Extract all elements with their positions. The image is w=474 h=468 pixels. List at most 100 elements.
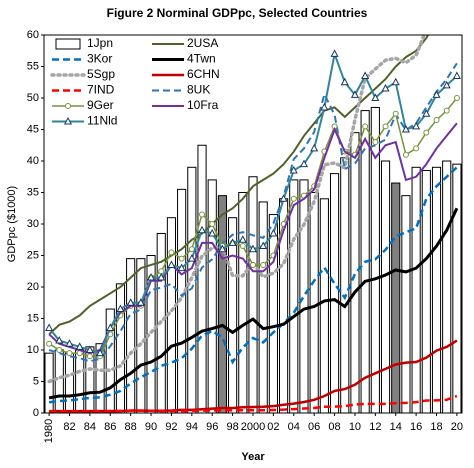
marker	[147, 272, 156, 281]
marker	[442, 80, 451, 89]
marker	[402, 151, 409, 158]
legend-label: 8UK	[187, 83, 210, 97]
x-tick-label: 20	[451, 421, 463, 433]
x-tick-label: 98	[226, 421, 238, 433]
bar	[268, 214, 278, 413]
x-tick-label: 04	[288, 421, 300, 433]
bar	[197, 144, 207, 413]
marker	[371, 93, 380, 101]
bar	[64, 352, 75, 413]
marker	[443, 107, 450, 114]
marker	[45, 323, 54, 331]
bar	[391, 182, 401, 413]
bar	[258, 201, 268, 413]
marker	[340, 77, 349, 86]
legend-label: 9Ger	[87, 98, 114, 112]
marker	[289, 165, 298, 174]
bar	[54, 349, 64, 413]
legend-label: 2USA	[187, 36, 218, 50]
x-tick-label: 1980	[43, 419, 55, 443]
marker	[412, 121, 421, 130]
marker	[55, 335, 64, 344]
marker	[372, 139, 379, 146]
marker	[46, 340, 53, 347]
marker	[199, 211, 206, 218]
marker	[413, 145, 420, 152]
marker	[401, 124, 410, 133]
x-tick-label: 88	[125, 421, 137, 433]
plot-area	[44, 35, 462, 413]
bar	[115, 283, 126, 413]
x-tick-label: 84	[84, 421, 96, 433]
marker	[259, 241, 268, 250]
legend-label: 7IND	[87, 83, 115, 97]
bar	[442, 160, 452, 413]
x-tick-label: 02	[267, 421, 279, 433]
marker	[106, 323, 115, 331]
marker	[116, 304, 125, 313]
marker	[453, 95, 460, 101]
marker	[423, 129, 430, 136]
y-axis-label: GDPpc ($1000)	[6, 186, 18, 262]
x-tick-label: 82	[63, 421, 75, 433]
line-series	[48, 35, 430, 336]
legend-label: 3Kor	[87, 52, 112, 66]
marker	[168, 249, 175, 256]
marker	[361, 71, 370, 79]
bar	[309, 192, 319, 413]
bar	[421, 169, 431, 413]
x-tick-label: 14	[390, 421, 402, 433]
y-tick-label: 55	[27, 60, 39, 72]
chart-title: Figure 2 Norminal GDPpc, Selected Countr…	[107, 6, 368, 20]
x-tick-label: 90	[145, 421, 157, 433]
y-tick-label: 30	[27, 218, 39, 230]
x-tick-label: 92	[165, 421, 177, 433]
bar	[319, 198, 329, 413]
marker	[433, 117, 440, 124]
bar	[187, 166, 197, 413]
bar	[228, 217, 238, 413]
x-tick-label: 2000	[241, 421, 265, 433]
legend-box	[47, 35, 241, 131]
y-tick-label: 60	[27, 29, 39, 41]
marker	[422, 109, 431, 117]
legend-label: 4Twn	[187, 52, 216, 66]
x-tick-label: 06	[308, 421, 320, 433]
legend-label: 10Fra	[187, 98, 219, 112]
marker	[238, 235, 247, 243]
marker	[167, 260, 176, 268]
legend-marker	[65, 103, 71, 109]
bar	[146, 255, 156, 413]
x-tick-label: 16	[410, 421, 422, 433]
marker	[350, 90, 359, 98]
bar	[411, 166, 421, 413]
marker	[391, 77, 400, 86]
marker	[310, 143, 319, 152]
marker	[209, 221, 216, 227]
bar	[217, 195, 227, 413]
legend-label: 11Nld	[87, 114, 117, 128]
y-tick-label: 5	[33, 375, 39, 387]
marker	[452, 71, 461, 79]
marker	[65, 339, 74, 347]
legend-swatch	[55, 38, 81, 50]
marker	[299, 159, 309, 168]
marker	[136, 298, 145, 306]
line-series	[48, 207, 459, 400]
y-tick-label: 15	[27, 312, 39, 324]
legend-marker	[63, 116, 73, 125]
marker	[248, 244, 258, 253]
bar	[299, 179, 309, 413]
x-tick-label: 96	[206, 421, 218, 433]
y-tick-label: 35	[27, 186, 39, 198]
marker	[157, 272, 166, 281]
y-tick-label: 40	[27, 155, 39, 167]
y-tick-label: 0	[33, 407, 39, 419]
marker	[269, 228, 278, 237]
marker	[228, 238, 237, 246]
x-tick-label: 08	[328, 421, 340, 433]
bar	[238, 192, 248, 413]
y-tick-label: 45	[27, 123, 39, 135]
bar	[452, 163, 462, 413]
